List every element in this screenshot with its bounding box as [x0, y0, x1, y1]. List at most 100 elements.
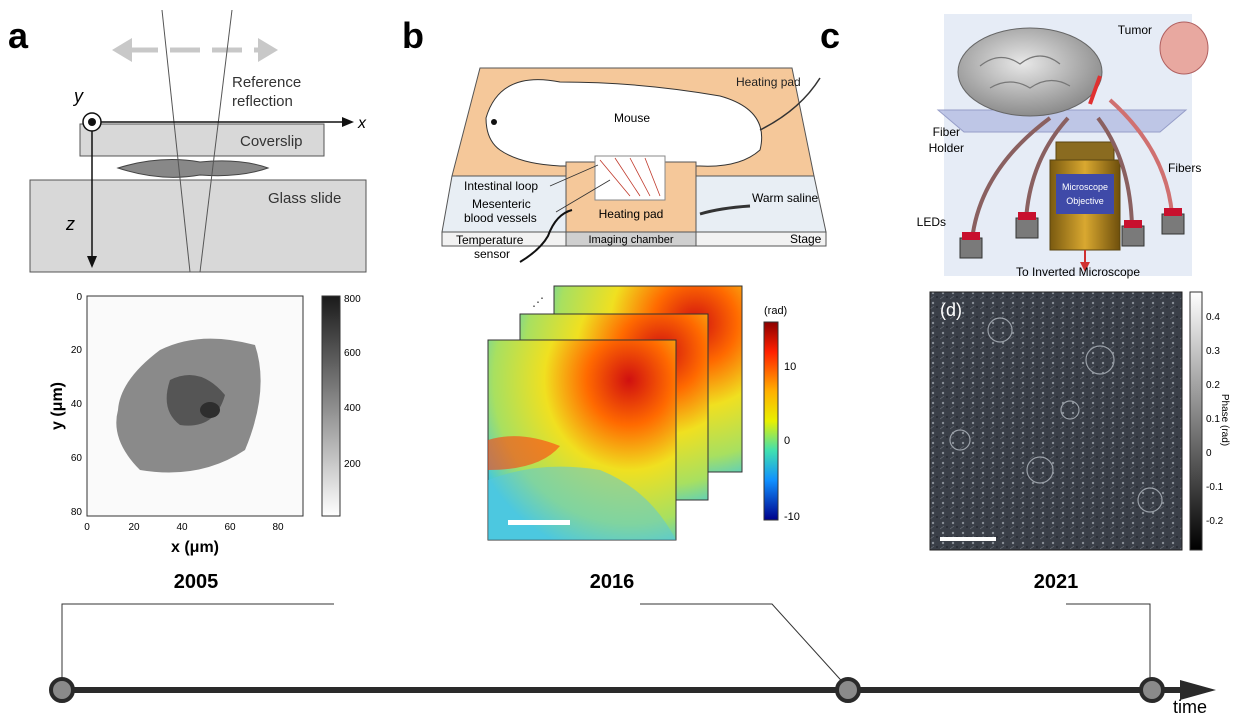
svg-text:80: 80: [272, 522, 284, 533]
svg-text:20: 20: [128, 522, 140, 533]
connector-2005: [61, 603, 334, 688]
warm-saline-label: Warm saline: [752, 191, 819, 205]
fibers-label: Fibers: [1168, 161, 1201, 175]
panel-b: b Heating pad Mouse Heating pad Imaging …: [402, 15, 827, 593]
panel-c-colorbar-ticks: 0.4 0.3 0.2 0.1 0 -0.1 -0.2: [1206, 312, 1224, 527]
svg-text:0: 0: [784, 435, 790, 447]
timeline: time: [49, 603, 1216, 716]
x-axis-letter: x: [357, 115, 367, 132]
brain-icon: [957, 27, 1103, 117]
svg-text:80: 80: [71, 507, 83, 518]
objective-label-1: Microscope: [1062, 182, 1108, 192]
y-axis-letter: y: [72, 86, 84, 106]
panel-a-ylabel: y (μm): [49, 382, 66, 430]
panel-b-letter: b: [402, 15, 424, 56]
led-icons: [959, 208, 1185, 259]
svg-text:0: 0: [1206, 448, 1212, 459]
mouse-tail: [759, 77, 821, 131]
imaging-chamber: [565, 231, 697, 247]
coverslip: [79, 123, 325, 157]
glass-slide: [29, 179, 367, 273]
reference-label-2: reflection: [232, 93, 293, 110]
svg-text:0.2: 0.2: [1206, 380, 1220, 391]
leds-label: LEDs: [917, 215, 946, 229]
panel-b-colorbar: [763, 321, 779, 521]
cell-shape: [116, 159, 270, 178]
connector-2021: [1066, 603, 1151, 688]
timeline-node-2021: [1139, 677, 1165, 703]
heating-pad-top-label: Heating pad: [736, 75, 801, 89]
fiber-holder-label-2: Holder: [929, 141, 964, 155]
panel-a-y-ticks: 0 20 40 60 80: [71, 292, 83, 518]
fiber-holder-plate: [936, 109, 1188, 133]
objective-label-2: Objective: [1066, 196, 1104, 206]
svg-text:60: 60: [224, 522, 236, 533]
svg-text:600: 600: [344, 348, 361, 359]
temperature-label-1: Temperature: [456, 233, 524, 247]
year-2005: 2005: [174, 571, 219, 593]
svg-text:0: 0: [76, 292, 82, 303]
svg-text:⋰: ⋰: [532, 295, 544, 309]
heating-pad-label: Heating pad: [599, 207, 664, 221]
mesenteric-label-1: Mesenteric: [472, 197, 531, 211]
cell-outlines: [949, 317, 1163, 513]
year-2021: 2021: [1034, 571, 1079, 593]
svg-text:0.1: 0.1: [1206, 414, 1220, 425]
svg-text:0: 0: [84, 522, 90, 533]
intestinal-window: [594, 155, 666, 201]
svg-text:400: 400: [344, 403, 361, 414]
objective-label-band: [1056, 174, 1114, 214]
panel-c-colorbar: [1189, 291, 1203, 551]
year-2016: 2016: [590, 571, 635, 593]
mouse-body: [485, 79, 763, 167]
panel-a-xlabel: x (μm): [171, 539, 219, 556]
svg-text:40: 40: [71, 399, 83, 410]
svg-text:40: 40: [176, 522, 188, 533]
panel-a-colorbar: [321, 295, 341, 517]
svg-text:-0.2: -0.2: [1206, 516, 1224, 527]
laser-beam: [161, 9, 233, 273]
svg-text:60: 60: [71, 453, 83, 464]
z-axis-letter: z: [65, 214, 75, 234]
svg-text:-10: -10: [784, 511, 800, 523]
connector-2016: [640, 603, 849, 689]
panel-b-colorbar-ticks: 10 0 -10: [784, 361, 800, 523]
panel-c-colorbar-label: Phase (rad): [1219, 394, 1230, 446]
blood-vessel-lines: [599, 157, 661, 197]
panel-c-scale-bar: [940, 537, 996, 541]
panel-c-letter: c: [820, 15, 840, 56]
imaging-chamber-label: Imaging chamber: [589, 234, 674, 246]
mouse-eye: [491, 119, 497, 125]
fibers: [970, 98, 1174, 241]
stage-label: Stage: [790, 232, 822, 246]
panel-b-colorbar-unit: (rad): [764, 305, 787, 317]
phase-stack: ⋰: [487, 285, 743, 541]
panel-c-phase-image: [929, 291, 1183, 551]
coverslip-label: Coverslip: [240, 133, 303, 150]
svg-text:200: 200: [344, 459, 361, 470]
time-label: time: [1173, 697, 1207, 716]
svg-text:10: 10: [784, 361, 796, 373]
tumor-slice-icon: [1159, 21, 1209, 75]
panel-c: c Tumor Microscope Objective To Inverted…: [820, 14, 1230, 593]
saline-tube: [699, 204, 751, 216]
timeline-node-2016: [835, 677, 861, 703]
tumor-label: Tumor: [1118, 23, 1152, 37]
reference-label-1: Reference: [232, 74, 301, 91]
panel-a: a Glass slide Coverslip Reference reflec…: [8, 9, 367, 593]
svg-text:0.4: 0.4: [1206, 312, 1220, 323]
fiber-holder-label-1: Fiber: [933, 125, 960, 139]
svg-text:800: 800: [344, 294, 361, 305]
mesenteric-label-2: blood vessels: [464, 211, 537, 225]
intestinal-loop-label: Intestinal loop: [464, 179, 538, 193]
svg-text:-0.1: -0.1: [1206, 482, 1224, 493]
temperature-label-2: sensor: [474, 247, 510, 261]
mouse-label: Mouse: [614, 111, 650, 125]
scale-bar: [508, 520, 570, 525]
temperature-sensor-wire: [519, 209, 573, 263]
panel-a-colorbar-ticks: 800 600 400 200: [344, 294, 361, 470]
lateral-scan-arrows: [112, 38, 278, 62]
svg-text:20: 20: [71, 345, 83, 356]
panel-a-x-ticks: 0 20 40 60 80: [84, 522, 284, 533]
